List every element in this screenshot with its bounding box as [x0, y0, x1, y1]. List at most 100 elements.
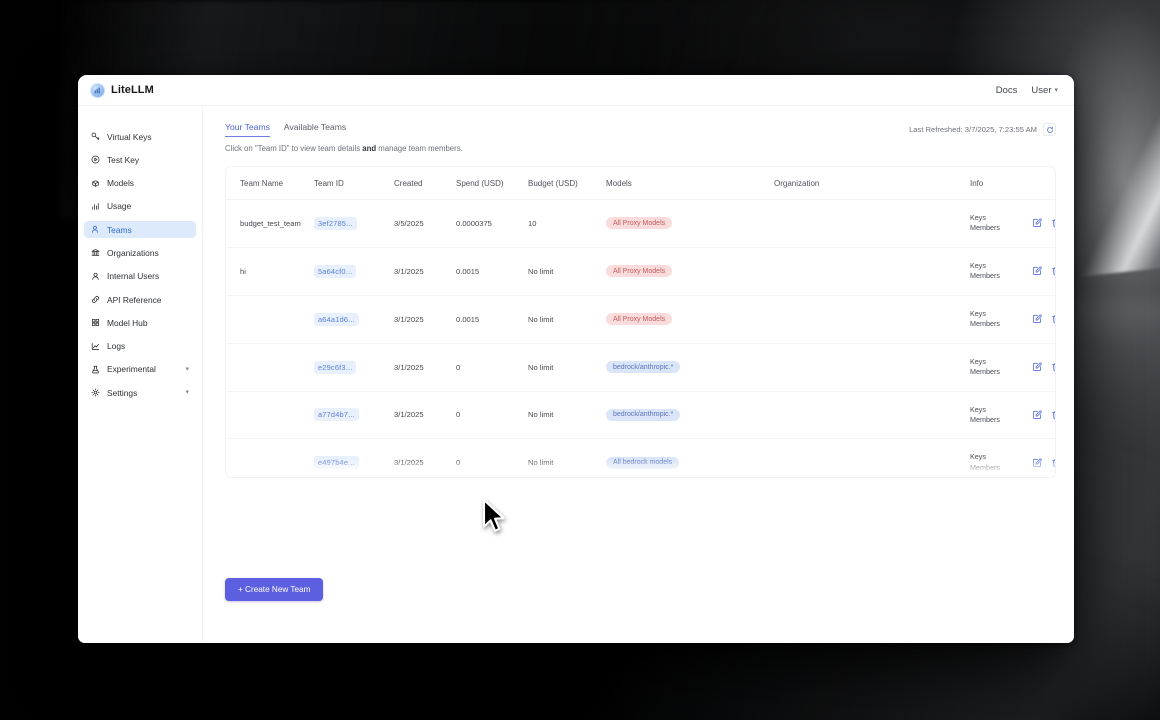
cell-budget: No limit	[528, 247, 606, 296]
team-id-link[interactable]: 3ef2785...	[314, 216, 357, 230]
cell-actions	[1032, 391, 1055, 440]
model-badge: All Proxy Models	[606, 217, 673, 230]
user-menu[interactable]: User ▾	[1031, 85, 1058, 96]
edit-icon[interactable]	[1032, 314, 1042, 324]
col-header-team-id: Team ID	[314, 167, 394, 200]
cell-created: 3/1/2025	[394, 247, 456, 296]
sidebar-item-teams[interactable]: Teams	[84, 221, 196, 239]
table-row: hi 5a64cf0... 3/1/2025 0.0015 No limit All Pr…	[226, 247, 1055, 296]
sidebar-item-organizations[interactable]: Organizations	[84, 244, 196, 261]
create-new-team-button[interactable]: + Create New Team	[225, 578, 324, 601]
sidebar-item-api-reference[interactable]: API Reference	[84, 291, 196, 308]
team-id-link[interactable]: e497b4e...	[314, 456, 359, 470]
refresh-icon[interactable]	[1043, 123, 1056, 136]
bar-chart-icon	[91, 202, 100, 211]
cell-organization	[774, 247, 970, 296]
cell-spend: 0	[456, 343, 528, 392]
cell-created: 3/1/2025	[394, 295, 456, 344]
model-badge: All Proxy Models	[606, 313, 673, 326]
delete-icon[interactable]	[1051, 362, 1055, 372]
grid-icon	[91, 318, 100, 327]
cell-organization	[774, 343, 970, 392]
edit-icon[interactable]	[1032, 218, 1042, 228]
cell-created: 3/1/2025	[394, 343, 456, 392]
info-line: Members	[970, 271, 1000, 281]
brand-name: LiteLLM	[111, 84, 154, 96]
sidebar-item-logs[interactable]: Logs	[84, 338, 196, 355]
sidebar-item-settings[interactable]: Settings ▾	[84, 384, 196, 401]
sidebar-item-label: Models	[107, 178, 134, 189]
cell-spend: 0.0015	[456, 295, 528, 344]
table-row: a64a1d6... 3/1/2025 0.0015 No limit All Prox…	[226, 295, 1055, 344]
bank-icon	[91, 248, 100, 257]
teams-tabs: Your Teams Available Teams	[225, 122, 346, 137]
delete-icon[interactable]	[1051, 314, 1055, 324]
info-line: Keys	[970, 356, 986, 366]
cell-created: 3/5/2025	[394, 199, 456, 248]
app-window: LiteLLM Docs User ▾ Virtual Keys Test Key…	[78, 75, 1074, 643]
cell-team-name: hi	[226, 247, 314, 296]
cell-team-name: budget_test_team	[226, 199, 314, 248]
sidebar-item-label: Experimental	[107, 364, 156, 375]
cell-models: bedrock/anthropic.*	[606, 343, 774, 392]
cell-actions	[1032, 438, 1055, 477]
row-action-group	[1032, 410, 1055, 420]
chevron-down-icon: ▾	[185, 365, 189, 373]
delete-icon[interactable]	[1051, 410, 1055, 420]
info-line: Keys	[970, 404, 986, 414]
edit-icon[interactable]	[1032, 266, 1042, 276]
cell-team-name	[226, 295, 314, 344]
cell-budget: 10	[528, 199, 606, 248]
sidebar-item-test-key[interactable]: Test Key	[84, 151, 196, 168]
last-refreshed-label: Last Refreshed: 3/7/2025, 7:23:55 AM	[909, 125, 1037, 134]
user-icon	[91, 272, 100, 281]
edit-icon[interactable]	[1032, 362, 1042, 372]
cell-spend: 0	[456, 391, 528, 440]
team-id-link[interactable]: a77d4b7...	[314, 408, 359, 422]
sidebar-item-label: Test Key	[107, 154, 140, 165]
flask-icon	[91, 365, 100, 374]
cell-spend: 0	[456, 438, 528, 477]
edit-icon[interactable]	[1032, 458, 1042, 468]
sidebar-item-internal-users[interactable]: Internal Users	[84, 268, 196, 285]
user-menu-label: User	[1031, 84, 1052, 96]
team-id-link[interactable]: a64a1d6...	[314, 312, 359, 326]
sidebar-item-model-hub[interactable]: Model Hub	[84, 314, 196, 331]
sidebar-item-label: Model Hub	[107, 317, 148, 328]
brand-logo[interactable]: LiteLLM	[90, 82, 154, 98]
cell-team-id: a64a1d6...	[314, 295, 394, 344]
team-id-link[interactable]: e29c6f3...	[314, 360, 357, 374]
cell-spend: 0.0000375	[456, 199, 528, 248]
tab-available-teams[interactable]: Available Teams	[283, 122, 347, 132]
col-header-models: Models	[606, 167, 774, 200]
app-topbar: LiteLLM Docs User ▾	[78, 75, 1074, 106]
cell-info: Keys Members	[970, 391, 1032, 440]
refresh-area: Last Refreshed: 3/7/2025, 7:23:55 AM	[909, 122, 1056, 136]
cell-team-id: 5a64cf0...	[314, 247, 394, 296]
tab-your-teams[interactable]: Your Teams	[225, 122, 270, 137]
edit-icon[interactable]	[1032, 410, 1042, 420]
sidebar-item-virtual-keys[interactable]: Virtual Keys	[84, 128, 196, 145]
info-line: Members	[970, 414, 1000, 424]
key-icon	[91, 132, 100, 141]
delete-icon[interactable]	[1051, 458, 1055, 468]
model-badge: bedrock/anthropic.*	[606, 361, 681, 374]
row-action-group	[1032, 218, 1055, 228]
sidebar-item-models[interactable]: Models	[84, 175, 196, 192]
info-line: Keys	[970, 452, 986, 462]
docs-link[interactable]: Docs	[995, 84, 1018, 96]
delete-icon[interactable]	[1051, 266, 1055, 276]
delete-icon[interactable]	[1051, 218, 1055, 228]
info-line: Members	[970, 223, 1000, 233]
cell-team-name	[226, 438, 314, 477]
chevron-down-icon: ▾	[1054, 86, 1058, 94]
col-header-team-name: Team Name	[226, 167, 314, 200]
info-line: Keys	[970, 308, 986, 318]
model-badge: All Proxy Models	[606, 265, 673, 278]
info-line: Members	[970, 319, 1000, 329]
sidebar-item-usage[interactable]: Usage	[84, 198, 196, 215]
cell-organization	[774, 199, 970, 248]
sidebar-item-experimental[interactable]: Experimental ▾	[84, 361, 196, 378]
team-id-link[interactable]: 5a64cf0...	[314, 264, 357, 278]
hint-post: manage team members.	[376, 144, 463, 153]
